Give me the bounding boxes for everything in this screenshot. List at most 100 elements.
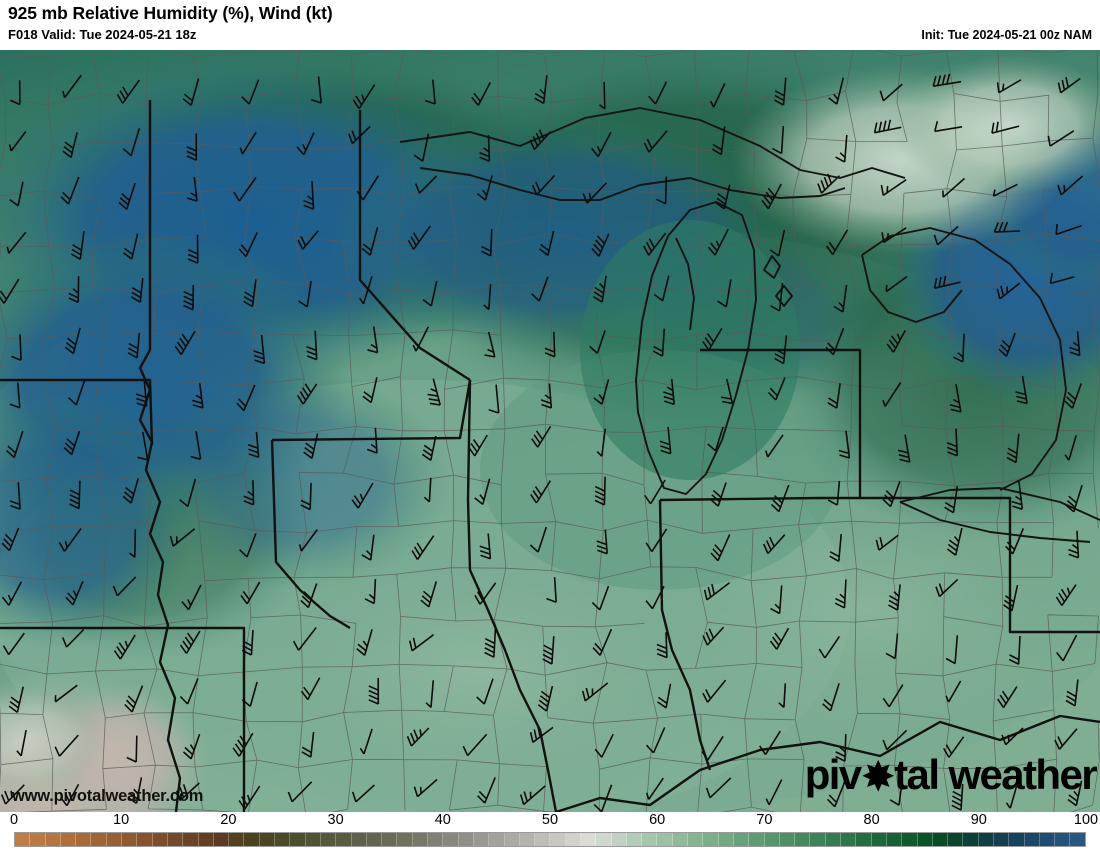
coastline xyxy=(599,177,846,201)
wind-barb xyxy=(190,431,202,460)
wind-barb xyxy=(187,234,199,264)
wind-barb xyxy=(537,685,554,712)
wind-barb xyxy=(833,284,848,313)
colorbar-tick: 80 xyxy=(863,812,880,828)
colorbar-segment xyxy=(535,833,551,846)
colorbar-segment xyxy=(611,833,627,846)
wind-barb xyxy=(64,327,81,355)
gear-icon: ✸ xyxy=(860,753,896,800)
wind-barb xyxy=(1068,530,1080,559)
colorbar-gradient xyxy=(14,832,1086,847)
colorbar-segment xyxy=(1024,833,1040,846)
wind-barb xyxy=(996,282,1021,300)
wind-barb xyxy=(8,131,27,152)
wind-barb xyxy=(1057,77,1081,94)
wind-barb xyxy=(118,182,136,210)
colorbar-segment xyxy=(489,833,505,846)
wind-barb xyxy=(827,383,841,409)
wind-barb xyxy=(476,175,493,201)
wind-barb xyxy=(828,77,845,105)
wind-barb xyxy=(885,633,899,660)
wind-barb xyxy=(179,630,201,654)
map-canvas[interactable]: www.pivotalweather.com piv✸tal weather xyxy=(0,50,1100,812)
wind-barb xyxy=(413,778,438,798)
wind-barb xyxy=(769,627,790,650)
wind-barb xyxy=(122,128,141,157)
wind-barb xyxy=(413,133,430,162)
wind-barb xyxy=(474,582,497,605)
wind-barb xyxy=(702,626,725,646)
colorbar-segment xyxy=(932,833,949,846)
colorbar-segment xyxy=(994,833,1010,846)
wind-barb xyxy=(519,785,546,806)
wind-barb xyxy=(933,225,959,246)
colorbar-tick-labels: 0 10 20 30 40 50 60 70 80 90 100 xyxy=(0,812,1100,832)
wind-barb xyxy=(596,529,608,555)
wind-barb xyxy=(645,777,664,800)
coastline xyxy=(861,254,963,323)
wind-barb xyxy=(411,535,435,560)
wind-barb xyxy=(241,79,260,105)
wind-barb xyxy=(589,330,606,354)
coastline xyxy=(899,501,1091,543)
wind-barb xyxy=(703,582,730,601)
wind-barb xyxy=(424,79,436,105)
wind-barb xyxy=(702,327,723,351)
coastline xyxy=(763,255,781,279)
wind-barb xyxy=(58,528,82,552)
wind-barb xyxy=(759,730,781,756)
wind-barb xyxy=(765,779,783,806)
wind-barb xyxy=(774,335,788,365)
colorbar-segment xyxy=(948,833,964,846)
wind-barb xyxy=(540,383,553,409)
wind-barb xyxy=(643,130,668,153)
wind-barb xyxy=(65,580,84,606)
wind-barb xyxy=(933,275,961,289)
colorbar-segment xyxy=(672,833,689,846)
wind-barb xyxy=(770,484,790,513)
wind-barb xyxy=(421,435,437,461)
state-line xyxy=(271,379,472,442)
wind-barb xyxy=(663,378,675,406)
colorbar-segment xyxy=(718,833,734,846)
colorbar-segment xyxy=(458,833,474,846)
wind-barb xyxy=(351,784,375,803)
colorbar-segment xyxy=(550,833,566,846)
wind-barb xyxy=(882,684,904,708)
wind-barb xyxy=(247,431,260,459)
map-graphics xyxy=(0,50,1100,812)
colorbar-segment xyxy=(764,833,780,846)
wind-barb xyxy=(368,677,380,705)
wind-barb xyxy=(54,684,78,703)
wind-barb xyxy=(992,183,1018,197)
colorbar-segment xyxy=(703,833,719,846)
wind-barb xyxy=(1064,383,1082,409)
wind-barb xyxy=(69,480,81,510)
wind-barb xyxy=(238,232,258,258)
wind-barb xyxy=(176,782,200,802)
wind-barb xyxy=(656,632,668,659)
wind-barb xyxy=(124,685,144,713)
wind-barb xyxy=(953,333,965,363)
colorbar-segment xyxy=(60,833,77,846)
colorbar-segment xyxy=(183,833,199,846)
wind-barb xyxy=(648,81,668,105)
coastline xyxy=(675,237,695,331)
wind-barb xyxy=(484,331,496,358)
wind-barb xyxy=(9,181,24,207)
colorbar-segment xyxy=(45,833,61,846)
wind-barb xyxy=(582,182,608,204)
page-title: 925 mb Relative Humidity (%), Wind (kt) xyxy=(8,3,333,23)
wind-barb xyxy=(998,332,1016,357)
wind-barb xyxy=(300,583,318,609)
wind-barb xyxy=(306,330,318,361)
wind-barb xyxy=(253,334,266,365)
wind-barb xyxy=(425,680,435,708)
colorbar-segment xyxy=(320,833,337,846)
wind-barb xyxy=(594,476,606,506)
wind-barb xyxy=(945,680,962,703)
wind-barb xyxy=(770,282,784,312)
colorbar-tick: 0 xyxy=(9,812,19,828)
wind-barb xyxy=(542,636,555,665)
wind-barb xyxy=(481,229,493,257)
